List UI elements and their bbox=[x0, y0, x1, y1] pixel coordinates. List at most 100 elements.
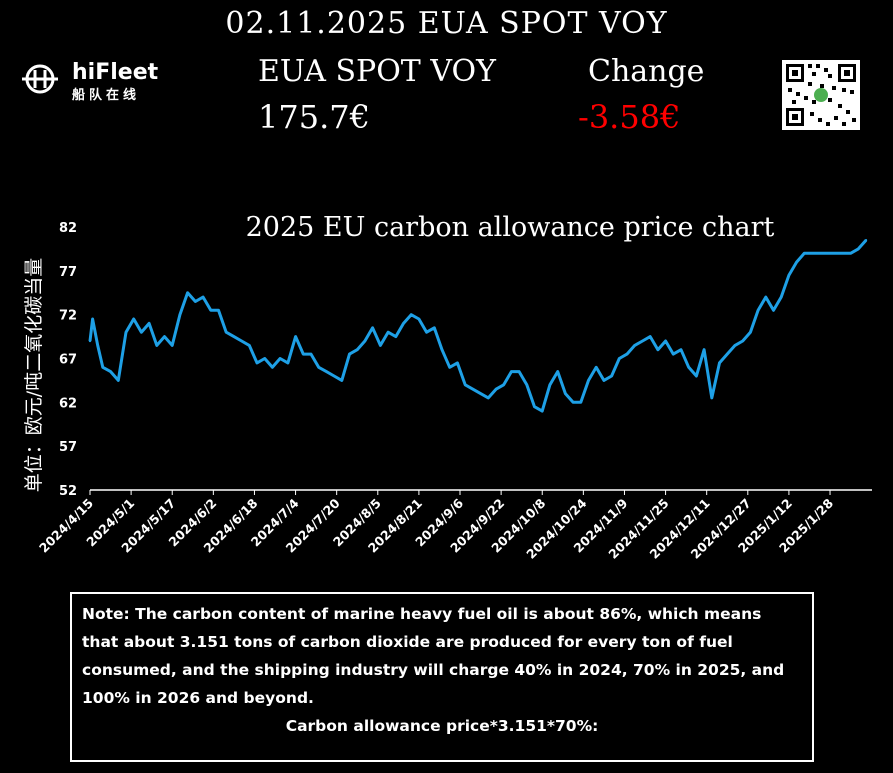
price-point bbox=[379, 344, 382, 347]
price-point bbox=[410, 313, 413, 316]
price-point bbox=[780, 295, 783, 299]
eua-price: 175.7€ bbox=[258, 98, 370, 136]
price-point bbox=[456, 361, 459, 365]
price-point bbox=[487, 396, 490, 400]
y-axis-ticks: 52 57 62 67 72 77 82 bbox=[59, 221, 77, 499]
carbon-price-chart: 2025 EU carbon allowance price chart 单位：… bbox=[23, 212, 872, 562]
price-point bbox=[710, 396, 713, 400]
price-point bbox=[433, 326, 436, 329]
price-point bbox=[687, 366, 690, 369]
price-point bbox=[248, 344, 251, 347]
chart-title: 2025 EU carbon allowance price chart bbox=[246, 212, 775, 243]
y-tick-label: 82 bbox=[59, 221, 77, 236]
price-point bbox=[155, 344, 158, 347]
price-point bbox=[348, 352, 351, 356]
price-point bbox=[363, 339, 367, 343]
y-tick-label: 52 bbox=[59, 484, 77, 499]
price-point bbox=[201, 295, 205, 299]
note-formula: Carbon allowance price*3.151*70%: bbox=[285, 717, 599, 735]
price-point bbox=[741, 339, 744, 343]
eua-label: EUA SPOT VOY bbox=[258, 54, 496, 89]
price-point bbox=[834, 252, 837, 255]
price-point bbox=[533, 405, 536, 408]
x-tick-label: 2024/4/15 bbox=[36, 496, 96, 556]
price-point bbox=[448, 366, 451, 369]
price-point bbox=[402, 322, 405, 325]
price-point bbox=[587, 379, 590, 382]
price-point bbox=[194, 300, 197, 303]
price-point bbox=[309, 352, 313, 356]
price-point bbox=[356, 348, 359, 351]
y-axis-label: 单位：欧元/吨二氧化碳当量 bbox=[23, 258, 45, 492]
price-point bbox=[826, 252, 829, 255]
x-axis-ticks: 2024/4/152024/5/12024/5/172024/6/22024/6… bbox=[36, 490, 836, 562]
logo-text: hiFleet bbox=[72, 60, 159, 85]
y-tick-label: 57 bbox=[59, 440, 77, 455]
price-point bbox=[317, 366, 320, 369]
price-point bbox=[178, 313, 182, 316]
price-point bbox=[602, 379, 606, 382]
price-point bbox=[294, 335, 297, 338]
price-point bbox=[764, 295, 767, 299]
price-point bbox=[803, 252, 806, 255]
header-title: 02.11.2025 EUA SPOT VOY bbox=[225, 6, 668, 41]
price-point bbox=[556, 370, 559, 373]
price-point bbox=[718, 361, 721, 365]
price-point bbox=[302, 352, 305, 356]
price-point bbox=[525, 383, 528, 386]
price-point bbox=[163, 335, 166, 338]
hifleet-logo-icon bbox=[22, 64, 58, 94]
price-point bbox=[695, 374, 698, 378]
price-point bbox=[672, 352, 675, 356]
price-point bbox=[132, 317, 135, 321]
price-point bbox=[471, 388, 475, 391]
price-point bbox=[271, 366, 274, 369]
price-point bbox=[88, 339, 92, 343]
price-point bbox=[649, 335, 652, 338]
logo-subtext: 船队在线 bbox=[72, 88, 141, 103]
price-point bbox=[841, 252, 845, 255]
price-point bbox=[325, 370, 328, 373]
price-point bbox=[386, 331, 390, 334]
price-point bbox=[857, 247, 860, 251]
price-point bbox=[332, 374, 336, 378]
price-point bbox=[849, 252, 852, 255]
price-point bbox=[726, 352, 729, 356]
y-tick-label: 72 bbox=[59, 309, 77, 324]
price-point bbox=[217, 309, 220, 312]
price-point bbox=[340, 379, 343, 382]
price-point bbox=[417, 317, 421, 321]
price-point bbox=[864, 239, 868, 242]
price-point bbox=[625, 352, 629, 356]
price-point bbox=[232, 335, 236, 338]
change-label: Change bbox=[588, 54, 705, 89]
price-point bbox=[641, 339, 644, 343]
price-point bbox=[124, 331, 128, 334]
price-point bbox=[209, 309, 212, 312]
price-point bbox=[579, 401, 582, 404]
price-point bbox=[263, 357, 266, 360]
price-point bbox=[510, 370, 513, 373]
note-text: Note: The carbon content of marine heavy… bbox=[82, 605, 785, 707]
price-point bbox=[595, 366, 598, 369]
price-point bbox=[548, 383, 552, 386]
price-point bbox=[772, 309, 775, 312]
price-point bbox=[541, 409, 544, 413]
price-point bbox=[425, 331, 428, 334]
price-point bbox=[225, 331, 228, 334]
price-point bbox=[278, 357, 282, 360]
price-point bbox=[517, 370, 521, 373]
price-point bbox=[286, 361, 290, 365]
price-point bbox=[371, 326, 374, 329]
price-point bbox=[679, 348, 683, 351]
price-point bbox=[749, 331, 752, 334]
price-point bbox=[610, 374, 613, 378]
price-point bbox=[787, 274, 791, 277]
price-series-line bbox=[88, 239, 868, 413]
price-point bbox=[91, 317, 94, 321]
price-point bbox=[502, 383, 505, 386]
change-value: -3.58€ bbox=[578, 98, 681, 136]
y-tick-label: 67 bbox=[59, 353, 77, 368]
y-tick-label: 77 bbox=[59, 265, 77, 280]
price-point bbox=[440, 348, 444, 351]
